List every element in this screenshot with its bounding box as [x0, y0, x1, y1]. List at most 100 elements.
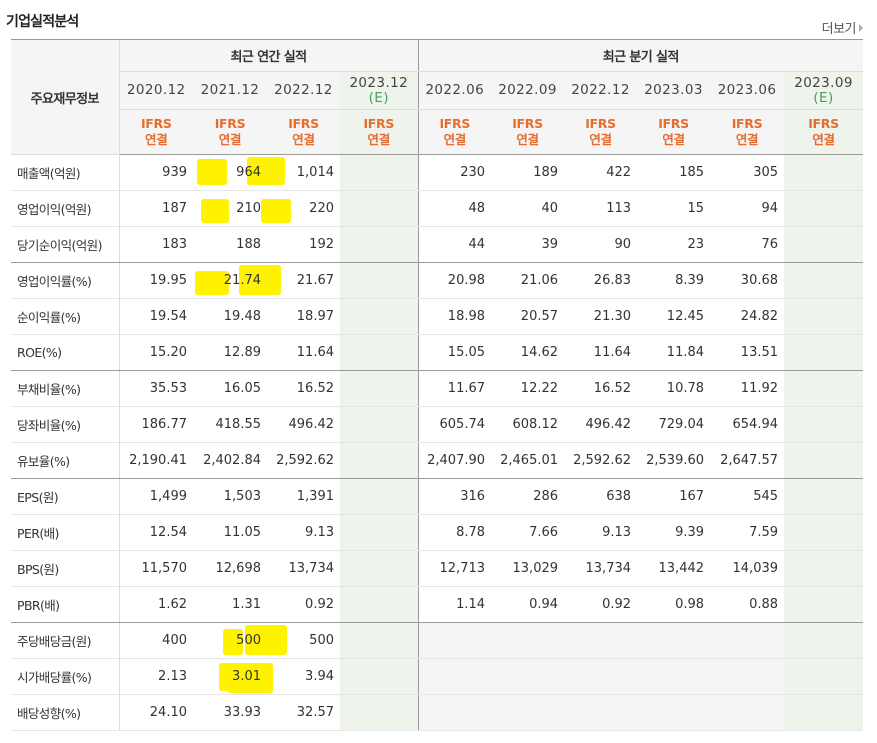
value-text: 316	[460, 489, 486, 504]
value-cell	[784, 262, 864, 299]
value-cell: 20.98	[417, 262, 492, 299]
table-row: ROE(%) 15.20 12.89 11.64 15.05 14.62 11.64 11.8…	[11, 334, 864, 371]
value-cell: 12.22	[491, 370, 565, 407]
value-cell: 183	[118, 226, 193, 263]
period-label: 2023.09	[794, 74, 853, 91]
accounting-standard-header: IFRS 연결	[193, 109, 267, 155]
value-cell	[340, 298, 419, 335]
basis-label: 연결	[516, 132, 539, 147]
period-header: 2022.09	[491, 71, 565, 110]
table-row: 당기순이익(억원) 183 188 192 44 39 90 23 76	[11, 226, 864, 263]
value-cell: 2.13	[118, 658, 193, 695]
value-cell: 7.66	[491, 514, 565, 551]
value-cell: 2,190.41	[118, 442, 193, 479]
table-row: 주당배당금(원) 400 500 500	[11, 622, 864, 659]
value-text: 2,407.90	[427, 453, 486, 468]
table-row: 시가배당률(%) 2.13 3.01 3.94	[11, 658, 864, 695]
value-cell: 16.05	[193, 370, 267, 407]
value-cell: 500	[245, 622, 340, 659]
value-cell: 2,465.01	[491, 442, 565, 479]
value-cell	[340, 586, 419, 623]
value-cell: 0.92	[267, 586, 340, 623]
value-cell: 24.82	[710, 298, 785, 335]
more-link[interactable]: 더보기	[822, 18, 863, 37]
quarter-group-header: 최근 분기 실적	[417, 39, 864, 72]
accounting-standard-header: IFRS 연결	[784, 109, 864, 155]
value-text: 0.92	[305, 597, 334, 612]
value-text: 2,592.62	[276, 453, 334, 468]
value-cell	[340, 622, 419, 659]
value-cell	[784, 550, 864, 587]
row-label: 배당성향(%)	[11, 694, 119, 731]
value-cell: 9.13	[267, 514, 340, 551]
value-text: 24.82	[740, 309, 779, 324]
value-text: 11.92	[740, 381, 779, 396]
more-label: 더보기	[821, 22, 857, 37]
ifrs-label: IFRS	[439, 116, 471, 131]
value-cell: 496.42	[564, 406, 638, 443]
accounting-standard-header: IFRS 연결	[340, 109, 419, 155]
value-text: 7.59	[749, 525, 779, 540]
highlight-mark	[245, 625, 287, 655]
value-text: 220	[309, 201, 334, 216]
value-text: 40	[541, 201, 559, 216]
row-label: 당기순이익(억원)	[11, 226, 119, 263]
value-text: 654.94	[732, 417, 779, 432]
value-text: 11.64	[296, 345, 334, 360]
table-row: 순이익률(%) 19.54 19.48 18.97 18.98 20.57 21.30 12.…	[11, 298, 864, 335]
value-text: 12.45	[666, 309, 705, 324]
value-cell	[340, 658, 419, 695]
value-cell	[491, 658, 565, 695]
value-text: 19.95	[149, 273, 187, 288]
value-cell: 32.57	[267, 694, 340, 731]
period-label: 2020.12	[126, 82, 186, 98]
value-cell: 16.52	[267, 370, 340, 407]
value-cell	[564, 658, 638, 695]
value-text: 188	[236, 237, 261, 252]
value-cell	[784, 298, 864, 335]
value-cell	[784, 442, 864, 479]
value-cell: 2,592.62	[267, 442, 340, 479]
value-text: 496.42	[585, 417, 632, 432]
value-cell	[784, 334, 864, 371]
value-text: 0.98	[675, 597, 705, 612]
value-text: 13,734	[288, 561, 335, 576]
value-text: 2,402.84	[203, 453, 261, 468]
value-text: 1,499	[149, 489, 187, 504]
value-cell: 19.95	[118, 262, 193, 299]
value-text: 2.13	[158, 669, 187, 684]
value-text: 7.66	[529, 525, 559, 540]
value-cell	[784, 406, 864, 443]
value-cell: 11.67	[417, 370, 492, 407]
value-text: 2,190.41	[129, 453, 187, 468]
value-cell: 8.39	[637, 262, 711, 299]
value-cell: 11.84	[637, 334, 711, 371]
value-text: 1.14	[456, 597, 486, 612]
value-text: 638	[606, 489, 632, 504]
period-label: 2022.06	[425, 82, 485, 98]
value-cell: 11.64	[267, 334, 340, 371]
value-cell: 14,039	[710, 550, 785, 587]
value-cell: 20.57	[491, 298, 565, 335]
table-row: PBR(배) 1.62 1.31 0.92 1.14 0.94 0.92 0.98 0.88	[11, 586, 864, 623]
accounting-standard-header: IFRS 연결	[710, 109, 785, 155]
value-cell: 10.78	[637, 370, 711, 407]
value-cell: 2,592.62	[564, 442, 638, 479]
value-text: 605.74	[439, 417, 486, 432]
value-cell: 18.98	[417, 298, 492, 335]
value-cell: 0.92	[564, 586, 638, 623]
value-text: 192	[309, 237, 334, 252]
row-header-label: 주요재무정보	[11, 39, 119, 155]
value-text: 500	[309, 633, 334, 648]
value-cell: 9.39	[637, 514, 711, 551]
value-cell: 13,029	[491, 550, 565, 587]
ifrs-label: IFRS	[585, 116, 616, 131]
value-text: 2,465.01	[500, 453, 559, 468]
accounting-standard-header: IFRS 연결	[118, 109, 193, 155]
value-cell: 23	[637, 226, 711, 263]
row-label: 순이익률(%)	[11, 298, 119, 335]
chevron-right-icon	[859, 24, 863, 32]
value-cell: 210	[193, 190, 267, 227]
value-cell	[340, 550, 419, 587]
value-text: 94	[761, 201, 779, 216]
